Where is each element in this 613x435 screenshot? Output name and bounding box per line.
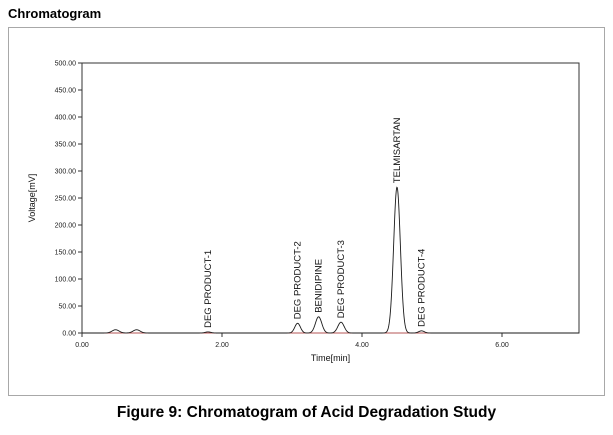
chromatogram-title: Chromatogram	[8, 6, 102, 21]
y-tick-label: 100.00	[55, 277, 77, 284]
x-tick-label: 4.00	[355, 342, 369, 349]
x-tick-label: 0.00	[75, 342, 89, 349]
y-tick-label: 50.00	[58, 304, 76, 311]
y-tick-label: 0.00	[62, 331, 76, 338]
y-tick-label: 350.00	[55, 142, 77, 149]
peak-label: DEG PRODUCT-4	[417, 249, 428, 327]
peak-label: BENIDIPINE	[314, 259, 325, 313]
x-tick-label: 6.00	[495, 342, 509, 349]
x-axis-title: Time[min]	[311, 353, 350, 363]
chart-frame: 0.00 50.00 100.00 150.00 200.00 250.00 300.00 3…	[8, 27, 605, 396]
peak-label: TELMISARTAN	[392, 117, 403, 183]
y-tick-label: 150.00	[55, 250, 77, 257]
y-tick-label: 200.00	[55, 223, 77, 230]
peak-label: DEG PRODUCT-1	[203, 250, 214, 328]
peak-label: DEG PRODUCT-2	[293, 241, 304, 319]
chromatogram-chart: 0.00 50.00 100.00 150.00 200.00 250.00 300.00 3…	[27, 61, 580, 363]
peak-label: DEG PRODUCT-3	[336, 240, 347, 318]
y-tick-label: 250.00	[55, 196, 77, 203]
plot-area	[81, 62, 580, 334]
x-tick-label: 2.00	[215, 342, 229, 349]
chromatogram-trace	[82, 186, 579, 334]
y-tick-label: 500.00	[55, 61, 77, 68]
y-tick-label: 300.00	[55, 169, 77, 176]
figure-caption: Figure 9: Chromatogram of Acid Degradati…	[116, 404, 497, 421]
y-axis-title: Voltage[mV]	[27, 174, 37, 223]
y-tick-label: 400.00	[55, 115, 77, 122]
y-tick-label: 450.00	[55, 88, 77, 95]
